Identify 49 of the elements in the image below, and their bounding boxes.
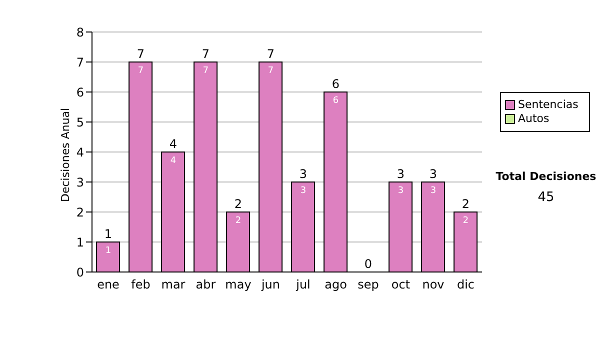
y-tick-label: 3 <box>76 175 84 190</box>
text: Total Decisiones <box>494 170 598 183</box>
y-tick-label: 1 <box>76 235 84 250</box>
total-label: 7 <box>266 47 275 61</box>
total-label: 1 <box>104 227 112 241</box>
y-axis-title: Decisiones Anual <box>58 108 72 202</box>
x-tick-label: ene <box>97 278 120 292</box>
data-label: 2 <box>235 216 242 226</box>
x-tick-label: jun <box>260 278 280 292</box>
x-tick-label: jul <box>295 278 310 292</box>
total-label: 3 <box>396 167 405 181</box>
x-tick-label: dic <box>456 278 475 292</box>
x-tick-label: feb <box>131 278 150 292</box>
data-label: 3 <box>300 186 306 196</box>
data-label: 3 <box>430 186 436 196</box>
y-tick-label: 4 <box>76 145 84 160</box>
data-label: 1 <box>105 246 112 256</box>
data-label: 7 <box>268 66 274 76</box>
y-tick-label: 0 <box>76 265 84 280</box>
total-label: 2 <box>462 197 470 211</box>
data-label: 7 <box>138 66 144 76</box>
data-label: 4 <box>170 156 176 166</box>
legend-label: Sentencias <box>518 98 578 112</box>
total-label: 7 <box>136 47 145 61</box>
text: 45 <box>536 190 556 205</box>
total-label: 3 <box>299 167 308 181</box>
x-tick-label: oct <box>391 278 410 292</box>
x-tick-label: sep <box>358 278 379 292</box>
y-tick-label: 7 <box>76 55 84 70</box>
total-label: 6 <box>332 77 340 91</box>
y-tick-label: 8 <box>76 25 84 40</box>
data-label: 2 <box>462 216 469 226</box>
data-label: 3 <box>398 186 404 196</box>
total-label: 0 <box>364 257 372 271</box>
total-label: 7 <box>202 47 210 61</box>
x-tick-label: nov <box>422 278 444 292</box>
y-tick-label: 5 <box>76 115 84 130</box>
total-label: 4 <box>169 137 178 151</box>
y-tick-label: 6 <box>76 85 84 100</box>
x-tick-label: abr <box>196 278 216 292</box>
data-label: 6 <box>332 96 339 106</box>
total-label: 2 <box>234 197 242 211</box>
legend-label: Autos <box>518 112 550 126</box>
x-tick-label: ago <box>324 278 347 292</box>
y-tick-label: 2 <box>76 205 84 220</box>
x-tick-label: mar <box>161 278 186 292</box>
data-label: 7 <box>202 66 209 76</box>
x-tick-label: may <box>225 278 252 292</box>
total-label: 3 <box>429 167 438 181</box>
